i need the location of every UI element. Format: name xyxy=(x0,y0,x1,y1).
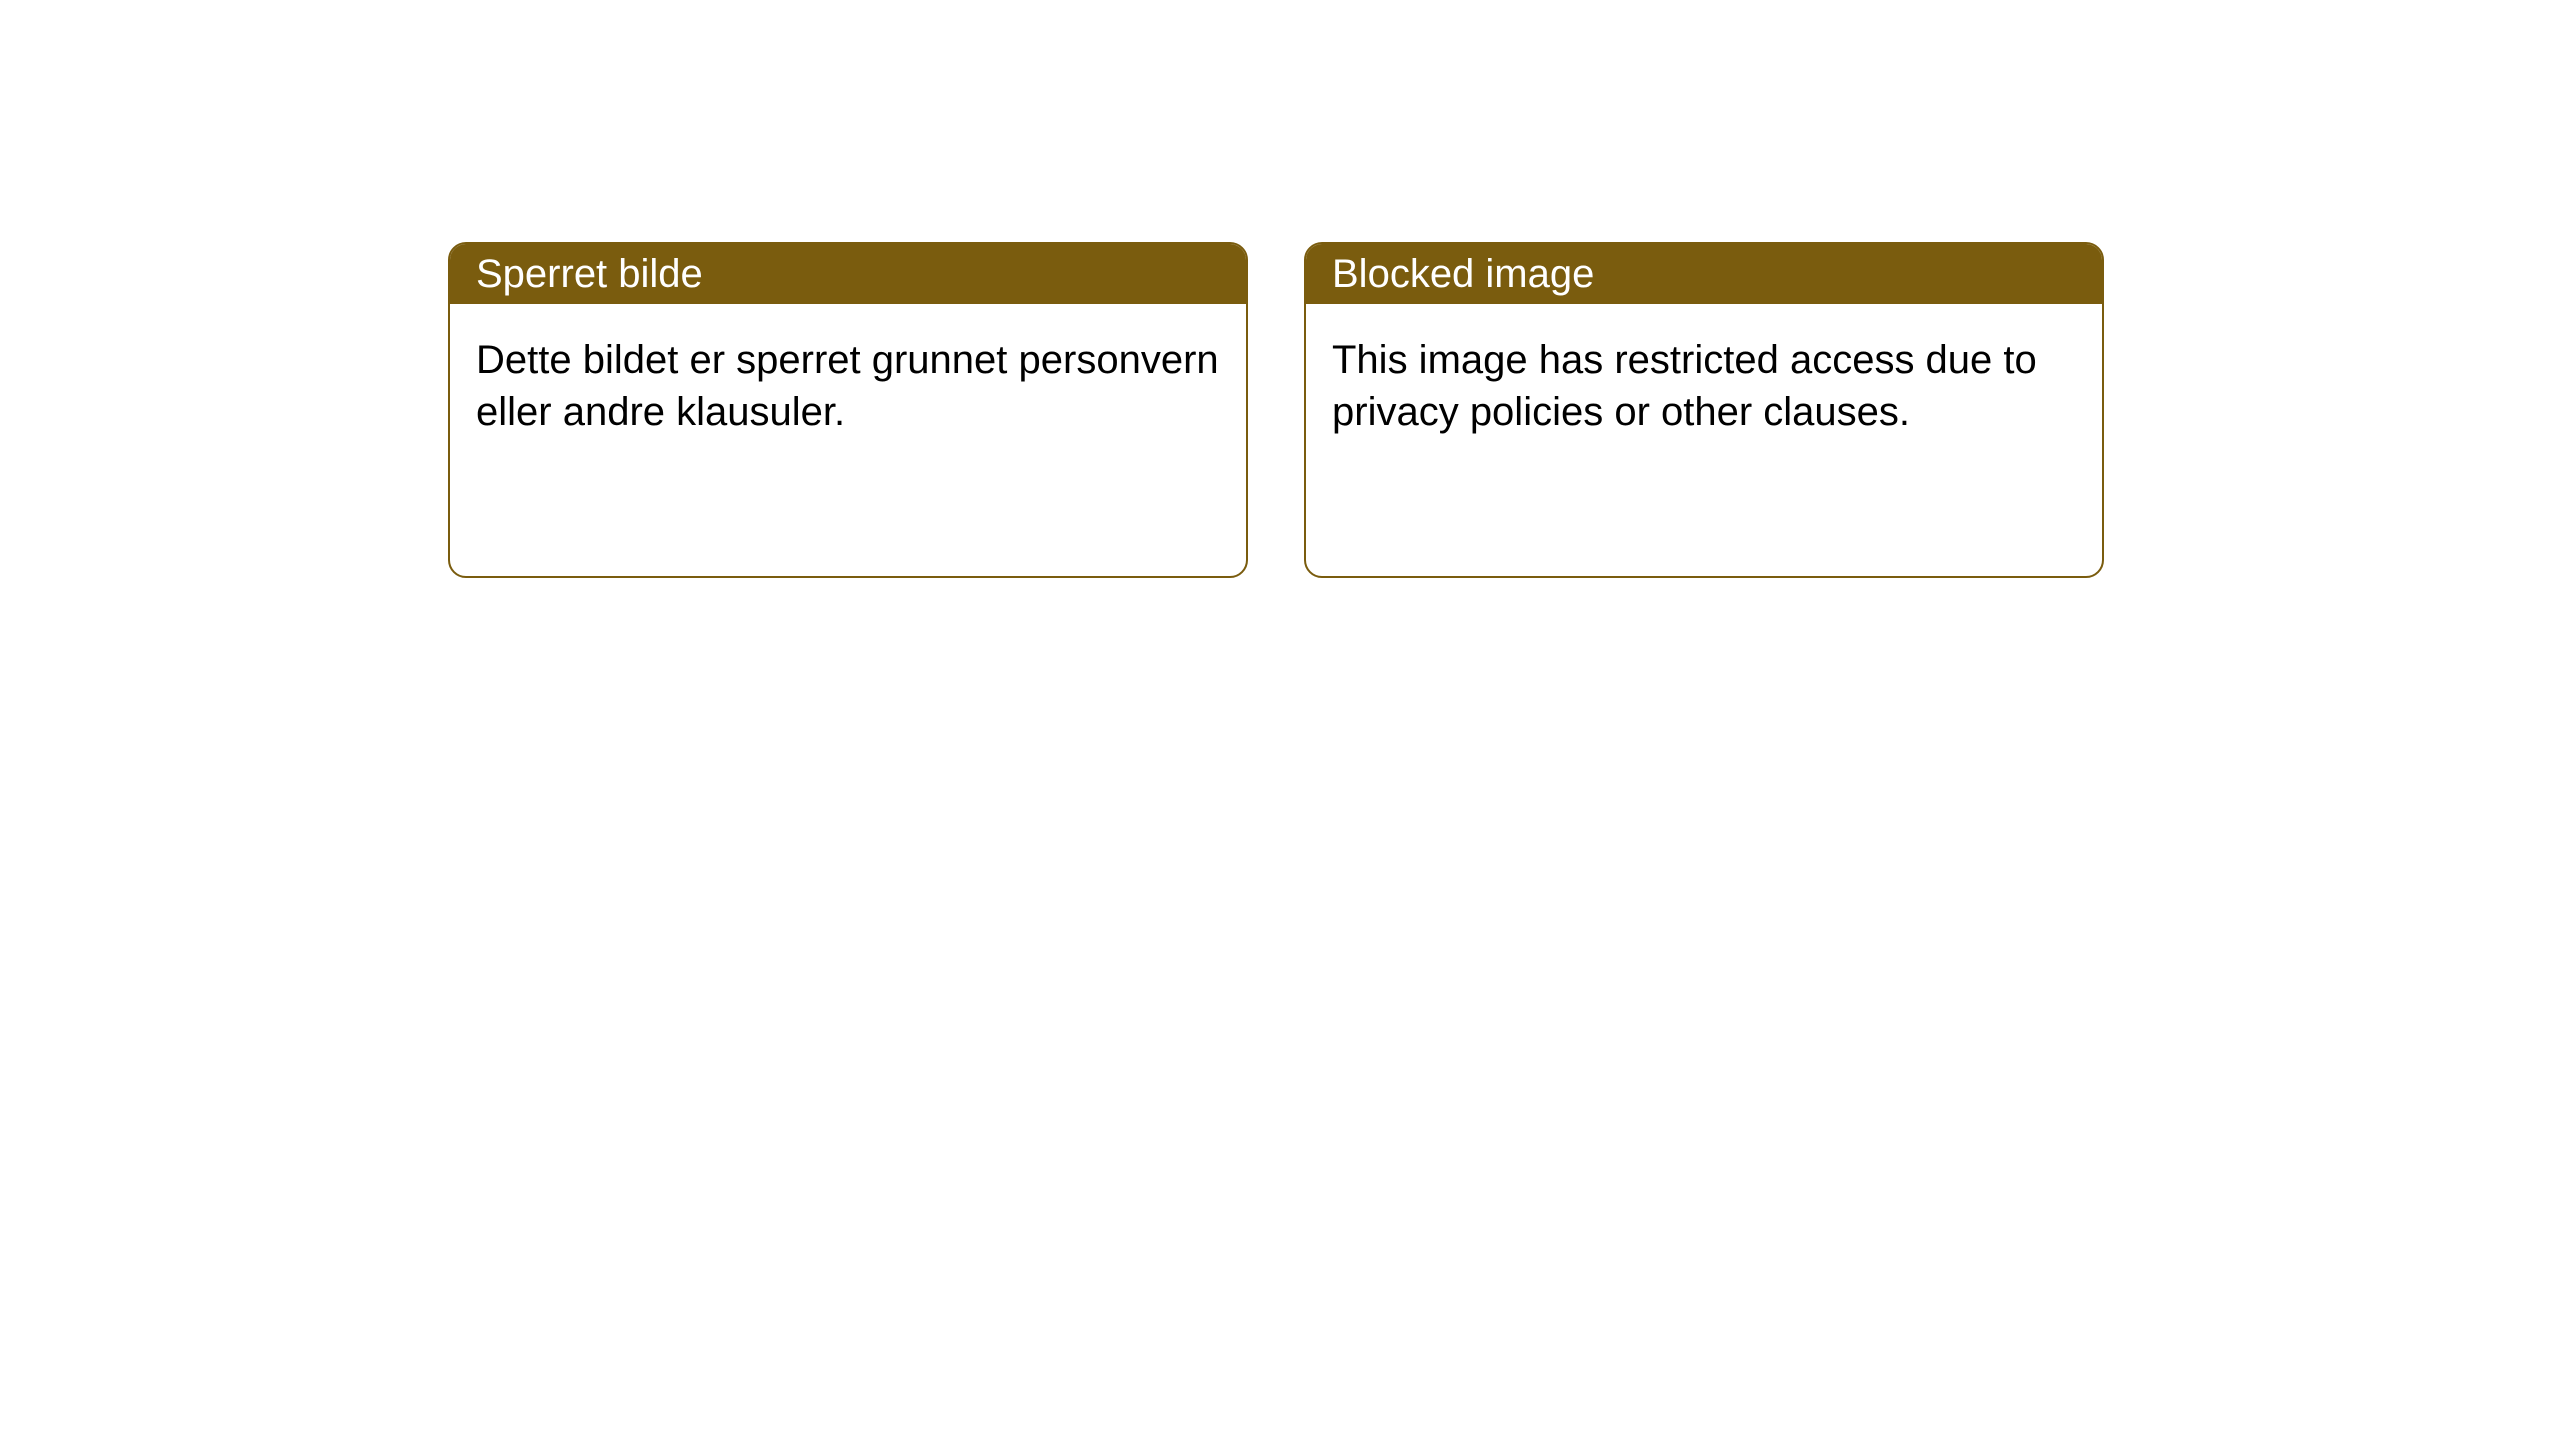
notice-title: Blocked image xyxy=(1332,252,1594,297)
notice-body: This image has restricted access due to … xyxy=(1306,304,2102,468)
notice-header: Blocked image xyxy=(1306,244,2102,304)
notice-body: Dette bildet er sperret grunnet personve… xyxy=(450,304,1246,468)
notice-container: Sperret bilde Dette bildet er sperret gr… xyxy=(0,0,2560,578)
notice-title: Sperret bilde xyxy=(476,252,703,297)
notice-body-text: This image has restricted access due to … xyxy=(1332,338,2037,434)
notice-box-english: Blocked image This image has restricted … xyxy=(1304,242,2104,578)
notice-body-text: Dette bildet er sperret grunnet personve… xyxy=(476,338,1219,434)
notice-header: Sperret bilde xyxy=(450,244,1246,304)
notice-box-norwegian: Sperret bilde Dette bildet er sperret gr… xyxy=(448,242,1248,578)
